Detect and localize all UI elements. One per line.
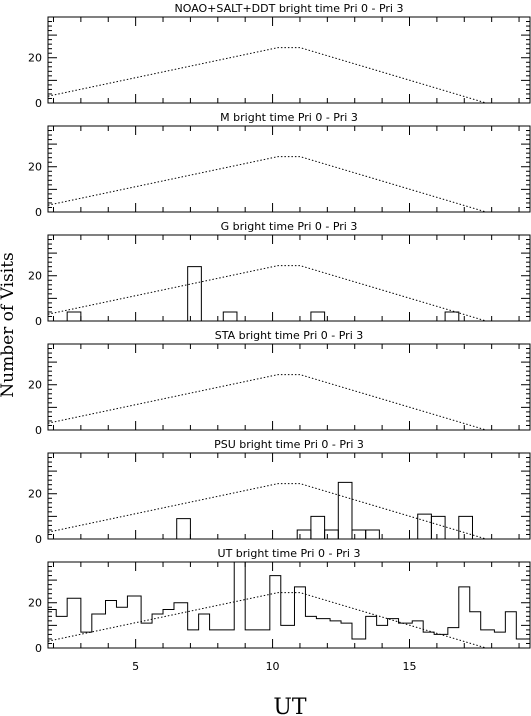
histogram-bar bbox=[417, 513, 432, 539]
histogram-bar bbox=[222, 311, 238, 321]
limit-curve bbox=[47, 265, 487, 322]
limit-curve bbox=[47, 47, 487, 104]
y-tick-label: 0 bbox=[35, 533, 42, 546]
histogram-bar bbox=[310, 311, 326, 321]
y-tick-label: 20 bbox=[28, 161, 42, 174]
panel-4: STA bright time Pri 0 - Pri 3 0 20 bbox=[28, 329, 531, 437]
y-tick-label: 0 bbox=[35, 642, 42, 655]
panel-1: NOAO+SALT+DDT bright time Pri 0 - Pri 3 0… bbox=[28, 2, 531, 110]
limit-curve bbox=[47, 483, 487, 540]
histogram-bar bbox=[365, 529, 380, 539]
panel-title: NOAO+SALT+DDT bright time Pri 0 - Pri 3 bbox=[175, 2, 404, 15]
panel-3: G bright time Pri 0 - Pri 3 0 20 bbox=[28, 220, 531, 328]
y-axis-label: Number of Visits bbox=[0, 252, 18, 397]
histogram-bar bbox=[66, 311, 82, 321]
histogram-bar bbox=[296, 529, 312, 539]
panel-frame bbox=[47, 16, 531, 104]
y-tick-label: 20 bbox=[28, 379, 42, 392]
histogram-bar bbox=[310, 515, 326, 539]
histogram-bar bbox=[458, 515, 473, 539]
y-tick-label: 20 bbox=[28, 488, 42, 501]
panel-title: M bright time Pri 0 - Pri 3 bbox=[220, 111, 358, 124]
limit-curve bbox=[47, 374, 487, 431]
x-axis-label: UT bbox=[273, 695, 307, 716]
panel-frame bbox=[47, 561, 531, 649]
panel-frame bbox=[47, 125, 531, 213]
y-tick-label: 0 bbox=[35, 315, 42, 328]
histogram-bar bbox=[176, 518, 191, 539]
panel-frame bbox=[47, 343, 531, 431]
panel-title: PSU bright time Pri 0 - Pri 3 bbox=[214, 438, 364, 451]
histogram-bar bbox=[351, 529, 367, 539]
panel-title: UT bright time Pri 0 - Pri 3 bbox=[218, 547, 361, 560]
y-tick-label: 20 bbox=[28, 597, 42, 610]
y-tick-label: 0 bbox=[35, 97, 42, 110]
y-tick-label: 0 bbox=[35, 424, 42, 437]
histogram-bar bbox=[324, 529, 339, 539]
histogram-bar bbox=[187, 266, 202, 321]
panel-2: M bright time Pri 0 - Pri 3 0 20 bbox=[28, 111, 531, 219]
histogram-bar bbox=[430, 515, 446, 539]
panel-frame bbox=[47, 234, 531, 322]
histogram-steps bbox=[48, 561, 530, 640]
x-tick-label: 5 bbox=[132, 660, 139, 673]
y-tick-label: 20 bbox=[28, 52, 42, 65]
y-tick-label: 0 bbox=[35, 206, 42, 219]
panel-title: G bright time Pri 0 - Pri 3 bbox=[221, 220, 358, 233]
y-tick-label: 20 bbox=[28, 270, 42, 283]
histogram-bar bbox=[337, 481, 353, 539]
panel-frame bbox=[47, 452, 531, 540]
limit-curve bbox=[47, 592, 487, 649]
panel-5: PSU bright time Pri 0 - Pri 3 0 20 bbox=[28, 438, 531, 546]
x-tick-label: 15 bbox=[403, 660, 417, 673]
panel-6: UT bright time Pri 0 - Pri 3 0 20 5 10 15 bbox=[28, 547, 531, 673]
histogram-bar bbox=[444, 311, 460, 321]
x-tick-label: 10 bbox=[266, 660, 280, 673]
panel-title: STA bright time Pri 0 - Pri 3 bbox=[215, 329, 364, 342]
limit-curve bbox=[47, 156, 487, 213]
